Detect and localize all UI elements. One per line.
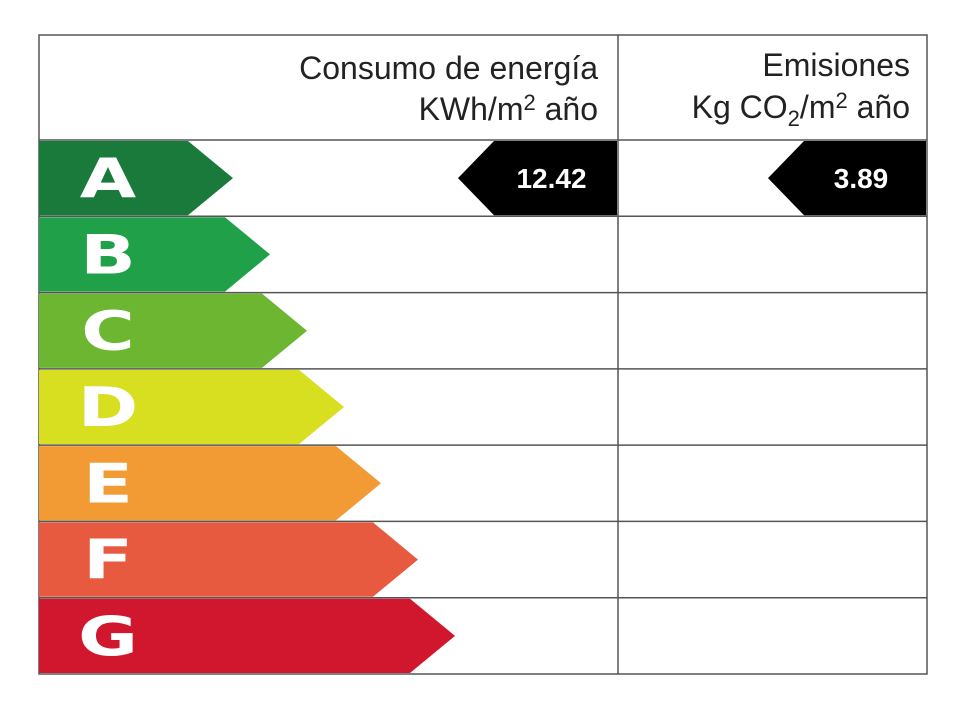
- unit-part: KWh/m: [419, 91, 524, 127]
- value-tag: [458, 141, 617, 216]
- unit-part: Kg CO: [692, 89, 788, 125]
- rating-letter: G: [78, 605, 138, 668]
- rating-arrow: [39, 217, 270, 292]
- unit-part: año: [848, 89, 910, 125]
- rating-letter: E: [83, 453, 133, 516]
- rating-arrow: [39, 446, 381, 521]
- rating-arrow: [39, 293, 307, 368]
- energy-title: Consumo de energía: [299, 50, 598, 86]
- rating-arrow: [39, 522, 418, 597]
- rating-letter: C: [81, 300, 134, 363]
- rating-letter: D: [78, 376, 138, 439]
- rating-letter: B: [80, 224, 136, 287]
- unit-part: /m: [800, 89, 836, 125]
- unit-sup: 2: [835, 88, 847, 113]
- energy-unit: KWh/m2 año: [419, 90, 598, 127]
- emissions-unit: Kg CO2/m2 año: [692, 88, 910, 131]
- value-tag: [768, 141, 926, 216]
- emissions-title: Emisiones: [762, 47, 910, 83]
- rating-arrow: [39, 141, 233, 216]
- unit-sup: 2: [523, 90, 535, 115]
- rating-letter: F: [83, 529, 133, 592]
- unit-sub: 2: [788, 106, 800, 131]
- value-text: 12.42: [516, 163, 586, 194]
- rating-arrow: [39, 369, 344, 445]
- value-text: 3.89: [834, 163, 889, 194]
- unit-part: año: [536, 91, 598, 127]
- rating-letter: A: [80, 147, 137, 210]
- rating-arrow: [39, 598, 455, 673]
